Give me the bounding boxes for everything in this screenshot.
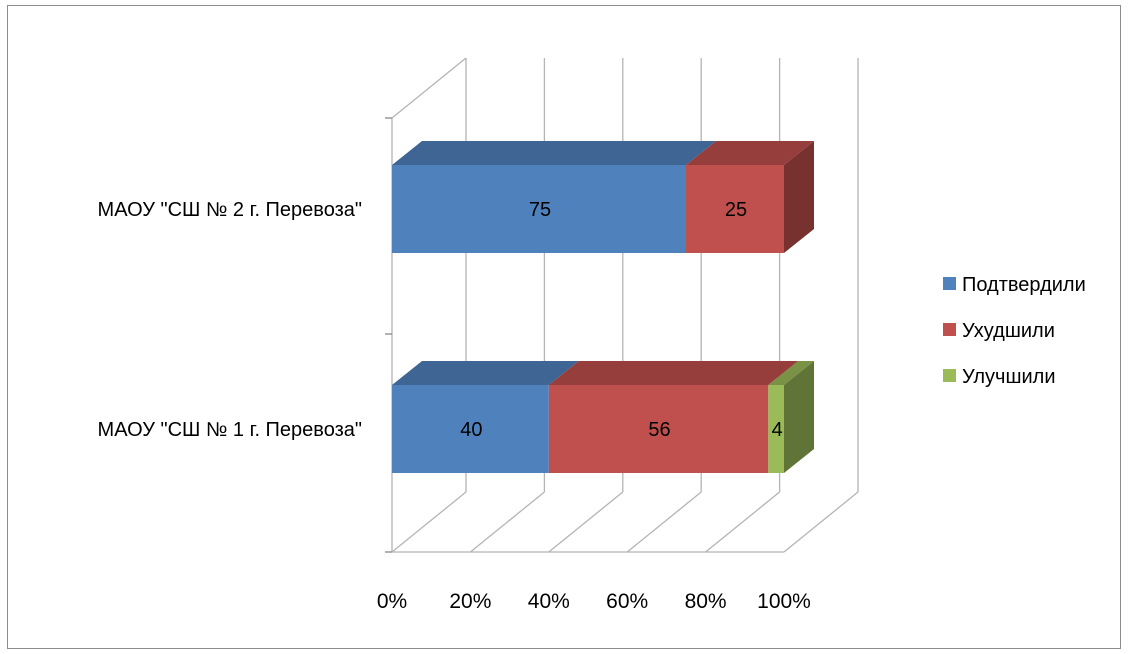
floor-gridline: [783, 491, 859, 553]
legend: Подтвердили Ухудшили Улучшили: [943, 274, 1086, 388]
data-label: 75: [529, 199, 551, 221]
floor-gridline: [705, 491, 781, 553]
floor-gridline: [391, 491, 467, 553]
data-label: 56: [648, 419, 670, 441]
bar-segment: [392, 165, 686, 253]
data-label: 40: [460, 419, 482, 441]
x-tick-label: 20%: [449, 590, 491, 613]
bars: [392, 141, 814, 473]
legend-label: Ухудшили: [962, 320, 1055, 342]
side-wall-top: [391, 57, 467, 119]
bar-top-face: [686, 141, 814, 165]
bar-side-face: [784, 361, 814, 473]
x-tick-label: 60%: [606, 590, 648, 613]
floor-gridline: [469, 491, 545, 553]
legend-label: Улучшили: [962, 366, 1056, 388]
chart-frame: [7, 5, 1121, 649]
category-label: МАОУ "СШ № 2 г. Перевоза": [98, 199, 362, 221]
labels: 0% 20% 40% 60% 80% 100% 75 25 МАОУ "СШ № 2 г. Пе…: [98, 199, 811, 613]
bar-segment: [768, 385, 784, 473]
legend-swatch: [943, 369, 956, 382]
gridlines: [385, 57, 859, 553]
bar-segment: [392, 385, 549, 473]
floor-gridline: [548, 491, 624, 553]
category-label: МАОУ "СШ № 1 г. Перевоза": [98, 419, 362, 441]
data-label: 25: [725, 199, 747, 221]
legend-swatch: [943, 323, 956, 336]
x-tick-label: 100%: [757, 590, 811, 613]
bar-segment: [548, 385, 769, 473]
x-tick-label: 40%: [528, 590, 570, 613]
bar-side-face: [784, 141, 814, 253]
bar-segment: [686, 165, 784, 253]
x-tick-label: 0%: [377, 590, 407, 613]
legend-label: Подтвердили: [962, 274, 1086, 296]
data-label: 4: [772, 419, 783, 441]
bar-top-face: [392, 141, 716, 165]
bar-top-face: [392, 361, 579, 385]
bar-top-face: [548, 361, 799, 385]
x-tick-label: 80%: [685, 590, 727, 613]
bar-top-face: [768, 361, 814, 385]
legend-swatch: [943, 277, 956, 290]
floor-gridline: [626, 491, 702, 553]
